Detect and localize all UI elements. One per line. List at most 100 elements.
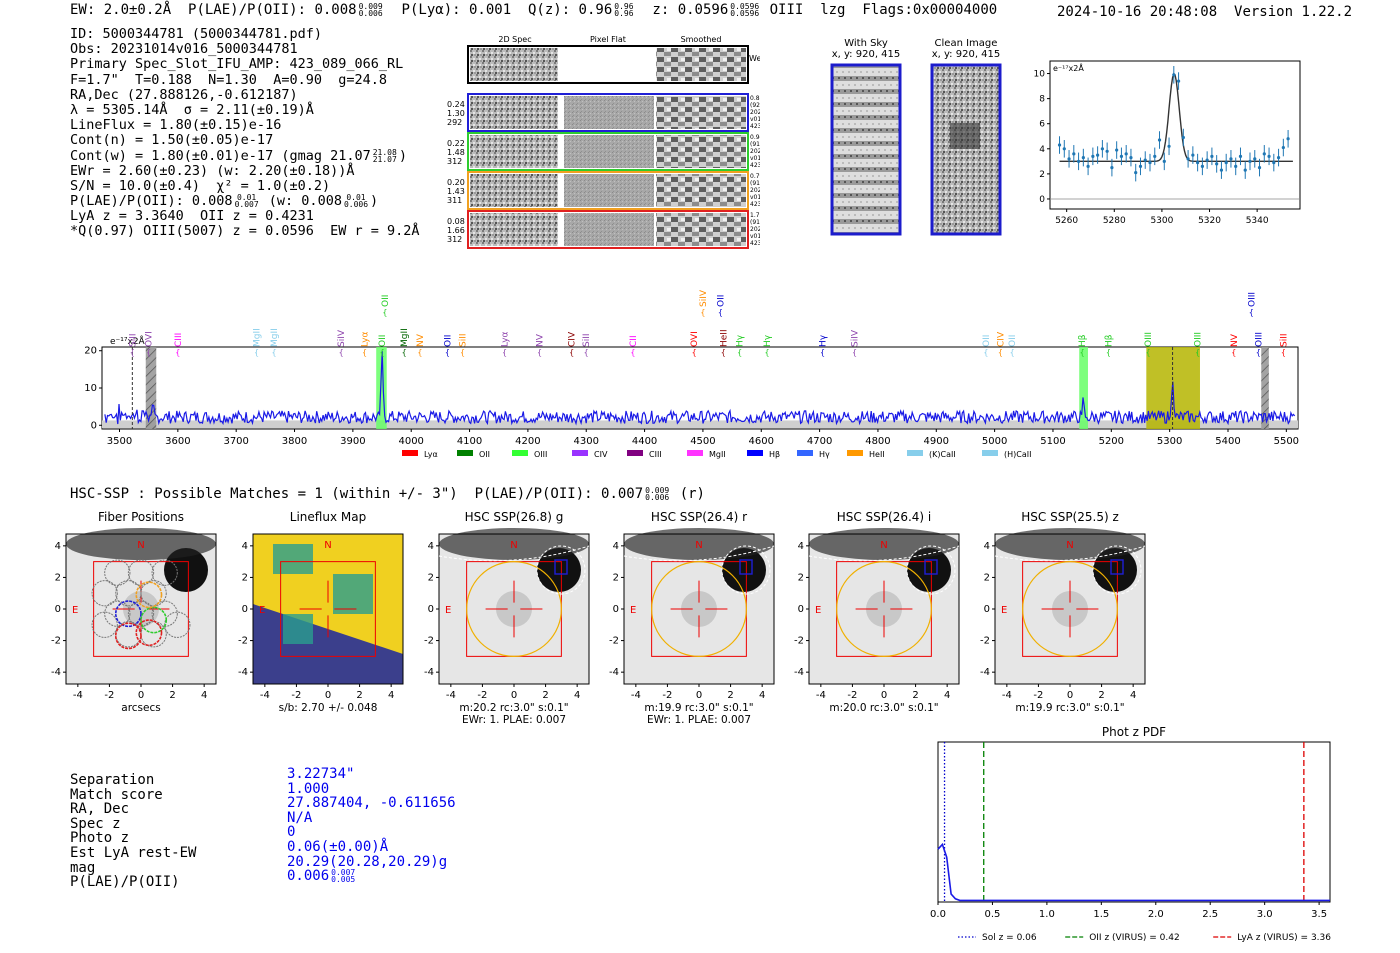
photz-legend-label: LyA z (VIRUS) = 3.36 bbox=[1237, 933, 1331, 943]
plae-value: P(LAE)/P(OII): 0.008 bbox=[188, 2, 357, 18]
zoom-data-point bbox=[1286, 137, 1290, 141]
zoom-data-point bbox=[1091, 154, 1095, 158]
zoom-data-point bbox=[1172, 73, 1176, 77]
cutout-row-meta: 0.79" bbox=[750, 173, 760, 180]
hsc-panels: Fiber Positions N E -4 -4 -2 -2 0 0 2 2 4 4 arcsecs Li… bbox=[51, 510, 1146, 726]
spectrum-line-label: NV bbox=[416, 333, 426, 347]
info-primary: Primary Spec_Slot_IFU_AMP: 423_089_066_R… bbox=[70, 56, 404, 73]
east-label: E bbox=[445, 605, 451, 616]
spectrum-xtick-label: 4500 bbox=[690, 436, 715, 447]
spectrum-line-label: CIV bbox=[996, 331, 1006, 347]
cutout-row-meta: 423_RL_025 bbox=[750, 162, 760, 169]
flux-map-patch bbox=[333, 574, 373, 614]
zoom-data-point bbox=[1096, 153, 1100, 157]
zoom-data-point bbox=[1167, 144, 1171, 148]
legend-label: Hβ bbox=[769, 450, 780, 459]
cutout-flat bbox=[564, 135, 654, 168]
ew-value: EW: 2.0±0.2Å bbox=[70, 2, 172, 18]
cutout-row-n1: 0.08 bbox=[447, 217, 465, 226]
hsc-title-band: (r) bbox=[679, 486, 705, 502]
zoom-data-point bbox=[1181, 135, 1185, 140]
cutout-row-meta: 20231014 bbox=[750, 226, 760, 233]
full-spectrum-chart: 0 10 20 3500 3600 3700 3800 3900 4000 4100 4200 430… bbox=[84, 289, 1299, 459]
spectrum-line-bracket: { bbox=[379, 348, 384, 357]
match-ellipse bbox=[1092, 545, 1142, 595]
photz-title: Phot z PDF bbox=[1102, 725, 1166, 739]
faint-source bbox=[123, 591, 159, 627]
hsc-xtick-label: -2 bbox=[477, 690, 487, 701]
spectrum-line-label: SiIV bbox=[699, 289, 709, 307]
hsc-xtick-label: 0 bbox=[881, 690, 887, 701]
cutout-smooth bbox=[656, 135, 746, 168]
spectrum-line-bracket: { bbox=[692, 348, 697, 357]
bright-source bbox=[537, 548, 581, 592]
qz-value: Q(z): 0.96 bbox=[527, 2, 613, 18]
spectrum-line-bracket: { bbox=[1106, 348, 1111, 357]
hsc-xtick-label: 2 bbox=[356, 690, 362, 701]
photz-xtick-label: 1.5 bbox=[1093, 909, 1109, 920]
spectrum-line-label: Hβ bbox=[1104, 334, 1114, 347]
spectrum-xtick-label: 3900 bbox=[340, 436, 365, 447]
hsc-ytick-label: -4 bbox=[424, 667, 434, 678]
clean-xy: x, y: 920, 415 bbox=[931, 49, 1001, 60]
zoom-data-point bbox=[1234, 164, 1238, 168]
zoom-data-point bbox=[1110, 166, 1114, 170]
zoom-data-point bbox=[1119, 154, 1124, 158]
hsc-xtick-label: 0 bbox=[325, 690, 331, 701]
hsc-xtick-label: 2 bbox=[542, 690, 548, 701]
bright-source bbox=[164, 548, 208, 592]
match-values: 3.22734" 1.000 27.887404, -0.611656 N/A 0 0.0… bbox=[287, 767, 456, 884]
hsc-xtick-label: -2 bbox=[662, 690, 672, 701]
z-value: z: 0.0596 bbox=[652, 2, 729, 18]
zoom-data-point bbox=[1115, 148, 1119, 152]
zoom-data-point bbox=[1124, 152, 1128, 156]
qz-lo: 0.96 bbox=[614, 9, 634, 18]
north-label: N bbox=[1066, 540, 1073, 551]
cutout-row-n1: 0.20 bbox=[447, 178, 465, 187]
fiber-circle bbox=[91, 580, 118, 607]
info-id: ID: 5000344781 (5000344781.pdf) bbox=[70, 26, 322, 42]
hsc-caption: m:19.9 rc:3.0" s:0.1" bbox=[644, 702, 753, 714]
hsc-ytick-label: -2 bbox=[794, 636, 804, 647]
hsc-xtick-label: -4 bbox=[446, 690, 456, 701]
legend-swatch bbox=[457, 450, 473, 456]
photz-xtick-label: 0.0 bbox=[930, 909, 946, 920]
top-smear bbox=[995, 528, 1145, 560]
match-box bbox=[554, 559, 568, 575]
info-plae-w-hi: 0.01 bbox=[346, 193, 366, 203]
match-arc bbox=[808, 545, 960, 562]
faint-source bbox=[496, 591, 532, 627]
hsc-ytick-label: 0 bbox=[613, 604, 619, 615]
spectrum-line-label: Hγ bbox=[736, 334, 746, 347]
north-label: N bbox=[137, 540, 144, 551]
legend-label: OII bbox=[479, 450, 490, 459]
info-contw-text: Cont(w) = 1.80(±0.01)e-17 (gmag 21.07 bbox=[70, 147, 371, 164]
hsc-title-text: HSC-SSP : Possible Matches = 1 (within +… bbox=[70, 486, 644, 502]
hsc-xtick-label: -2 bbox=[291, 690, 301, 701]
cutout-smooth bbox=[656, 174, 746, 207]
hsc-ytick-label: -4 bbox=[980, 667, 990, 678]
hsc-caption: arcsecs bbox=[121, 702, 160, 714]
hsc-panel-title: HSC SSP(25.5) z bbox=[1021, 510, 1119, 524]
aperture-circle bbox=[466, 561, 562, 657]
match-arc bbox=[994, 545, 1146, 562]
zoom-data-point bbox=[1148, 160, 1152, 165]
cutout-row-n3: 312 bbox=[447, 235, 462, 244]
spectrum-line-bracket: { bbox=[537, 348, 542, 357]
flags-value: Flags:0x00004000 bbox=[862, 2, 998, 18]
zoom-data-point bbox=[1205, 158, 1209, 162]
spectrum-xtick-label: 4000 bbox=[398, 436, 423, 447]
spectrum-line-bracket: { bbox=[339, 348, 344, 357]
east-label: E bbox=[1001, 605, 1007, 616]
zoom-data-point bbox=[1257, 166, 1262, 170]
legend-label: MgII bbox=[709, 450, 726, 459]
top-smear bbox=[66, 528, 216, 560]
hsc-xtick-label: 2 bbox=[912, 690, 918, 701]
zoom-xtick-label: 5260 bbox=[1055, 216, 1078, 226]
hsc-caption-2: EWr: 1. PLAE: 0.007 bbox=[647, 714, 751, 726]
match-value: 1.000 bbox=[287, 780, 330, 797]
spectrum-flux-line bbox=[104, 351, 1296, 426]
spectrum-line-label: CIV bbox=[568, 331, 578, 347]
hsc-ytick-label: 0 bbox=[242, 604, 248, 615]
